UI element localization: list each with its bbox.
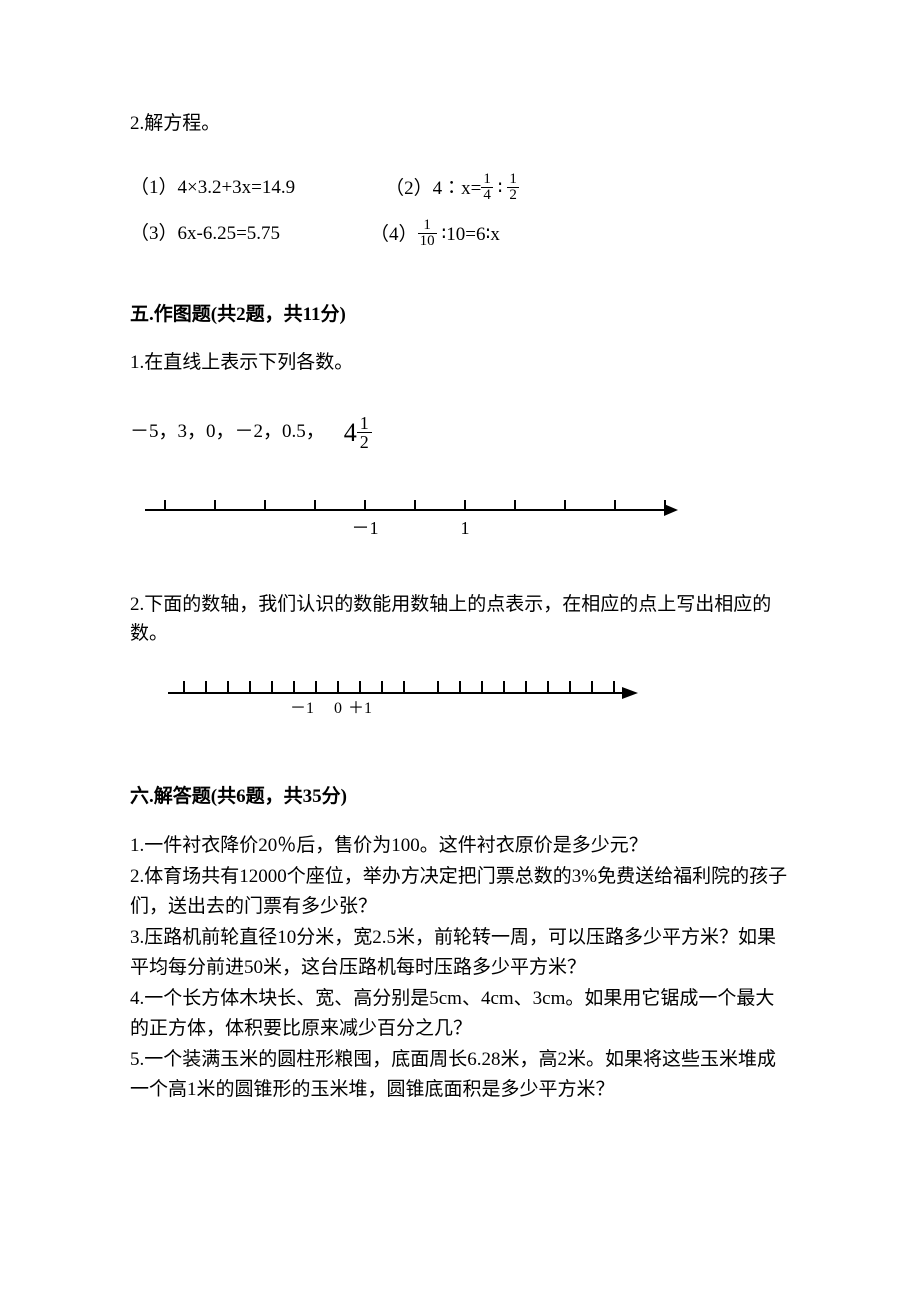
numberline-2-container: －1 0 ＋1 xyxy=(160,673,790,733)
mixed-frac-part: 12 xyxy=(357,414,372,451)
eq4-frac1: 110 xyxy=(418,218,437,249)
mixed-whole: 4 xyxy=(344,418,357,447)
eq2-frac1: 14 xyxy=(481,172,493,203)
numbers-prefix: －5，3，0，－2，0.5， xyxy=(130,420,325,441)
mixed-den: 2 xyxy=(357,433,372,451)
section6-q3: 3.压路机前轮直径10分米，宽2.5米，前轮转一周，可以压路多少平方米？如果平均… xyxy=(130,923,790,982)
section-6-heading: 六.解答题(共6题，共35分) xyxy=(130,783,790,812)
mixed-fraction: 412 xyxy=(344,413,372,452)
eq4-f1n: 1 xyxy=(418,218,437,234)
section6-q5: 5.一个装满玉米的圆柱形粮囤，底面周长6.28米，高2米。如果将这些玉米堆成一个… xyxy=(130,1045,790,1104)
eq4-prefix: （4） xyxy=(370,223,418,244)
eq2-mid: ∶ xyxy=(493,177,507,198)
eq2-f1n: 1 xyxy=(481,172,493,188)
problem-2-title: 2.解方程。 xyxy=(130,110,790,139)
eq2-frac2: 12 xyxy=(507,172,519,203)
equation-1: （1）4×3.2+3x=14.9 xyxy=(130,174,295,205)
numberline-2: －1 0 ＋1 xyxy=(160,673,640,723)
eq2-f2n: 1 xyxy=(507,172,519,188)
section-5-heading: 五.作图题(共2题，共11分) xyxy=(130,301,790,330)
equation-4: （4）110 ∶10=6∶x xyxy=(370,220,500,251)
numberline-1: －1 1 xyxy=(140,492,680,542)
number-list: －5，3，0，－2，0.5， 412 xyxy=(130,413,790,452)
section5-q1: 1.在直线上表示下列各数。 xyxy=(130,349,790,378)
mixed-num: 1 xyxy=(357,414,372,433)
svg-text:＋1: ＋1 xyxy=(348,700,372,717)
svg-text:－1: －1 xyxy=(290,700,314,717)
eq2-f1d: 4 xyxy=(481,188,493,203)
equation-3: （3）6x-6.25=5.75 xyxy=(130,220,280,251)
equation-row-1: （1）4×3.2+3x=14.9 （2）4∶x=14 ∶ 12 xyxy=(130,174,790,205)
eq2-f2d: 2 xyxy=(507,188,519,203)
eq2-prefix: （2）4∶x= xyxy=(385,177,481,198)
eq4-f1d: 10 xyxy=(418,234,437,249)
svg-text:1: 1 xyxy=(461,518,470,538)
equation-2: （2）4∶x=14 ∶ 12 xyxy=(385,174,519,205)
section5-q2: 2.下面的数轴，我们认识的数能用数轴上的点表示，在相应的点上写出相应的数。 xyxy=(130,591,790,648)
equation-row-2: （3）6x-6.25=5.75 （4）110 ∶10=6∶x xyxy=(130,220,790,251)
section6-q2: 2.体育场共有12000个座位，举办方决定把门票总数的3%免费送给福利院的孩子们… xyxy=(130,862,790,921)
svg-text:0: 0 xyxy=(334,700,342,717)
numberline-1-container: －1 1 xyxy=(140,492,790,552)
section6-questions: 1.一件衬衣降价20％后，售价为100。这件衬衣原价是多少元？ 2.体育场共有1… xyxy=(130,831,790,1104)
svg-text:－1: －1 xyxy=(352,518,379,538)
eq4-suffix: ∶10=6∶x xyxy=(437,223,500,244)
section6-q1: 1.一件衬衣降价20％后，售价为100。这件衬衣原价是多少元？ xyxy=(130,831,790,860)
section6-q4: 4.一个长方体木块长、宽、高分别是5cm、4cm、3cm。如果用它锯成一个最大的… xyxy=(130,984,790,1043)
